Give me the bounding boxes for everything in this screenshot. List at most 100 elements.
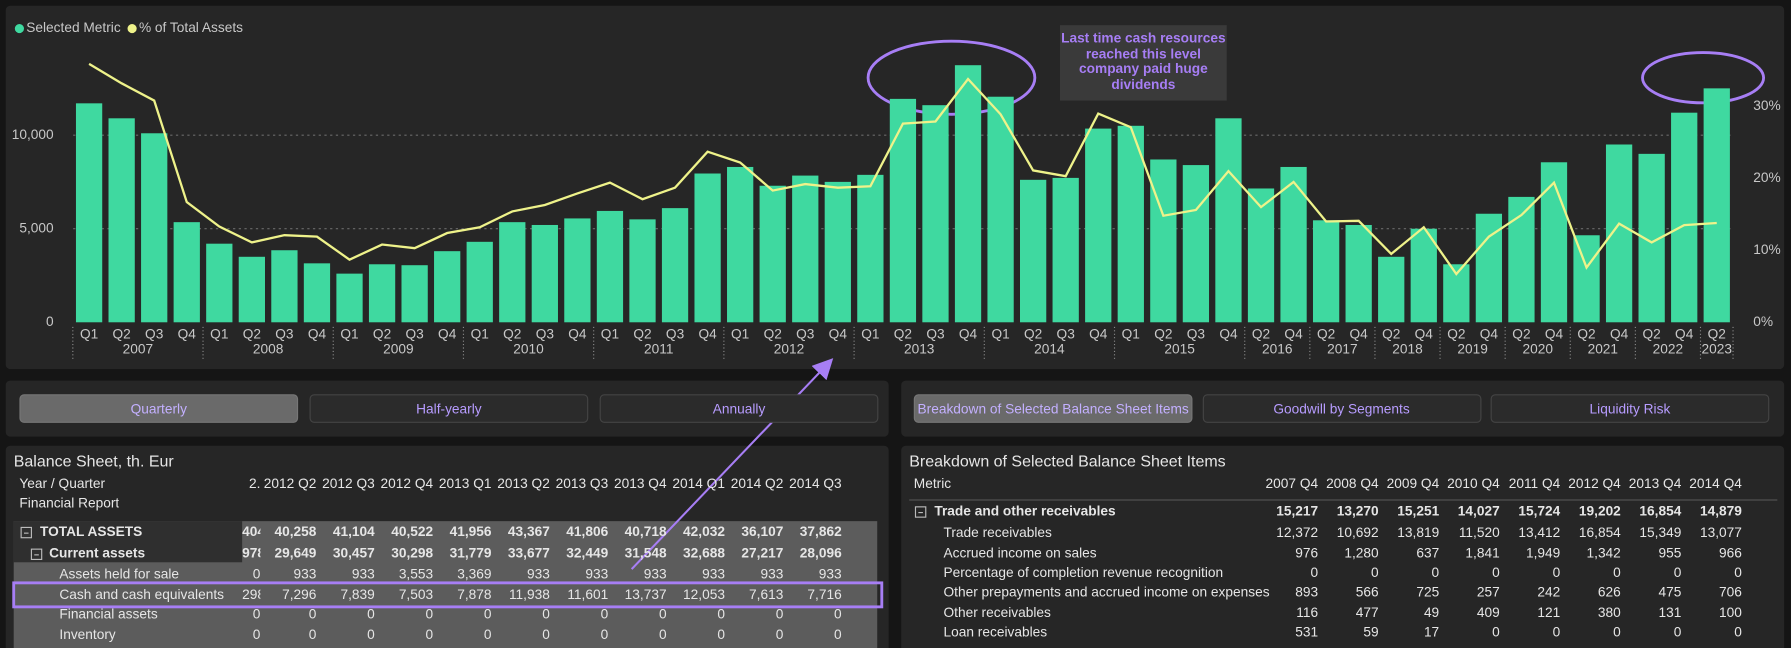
x-tick-label: Q3 <box>796 326 815 341</box>
column-header: 2012 Q4 <box>380 475 434 492</box>
x-tick-label: Q3 <box>666 326 685 341</box>
period-button[interactable]: Annually <box>599 394 879 423</box>
table-cell: 32,688 <box>683 545 725 562</box>
annotation: Last time cash resources reached this le… <box>1059 25 1227 101</box>
legend-label: % of Total Assets <box>139 20 243 35</box>
column-header: 2013 Q2 <box>497 475 550 492</box>
x-tick-label: Q4 <box>1610 326 1629 341</box>
column-header: 2009 Q4 <box>1386 475 1440 492</box>
table-cell: 966 <box>1719 545 1742 562</box>
x-group-label: 2019 <box>1457 341 1487 356</box>
table-cell: 933 <box>643 565 667 582</box>
x-tick-label: Q3 <box>1057 326 1076 341</box>
table-cell: 40,718 <box>624 523 667 540</box>
bar <box>1085 128 1112 323</box>
row-label: Assets held for sale <box>59 565 180 582</box>
x-tick-label: Q3 <box>145 326 164 341</box>
x-group-label: 2015 <box>1164 341 1195 356</box>
table-cell: 0 <box>308 626 317 643</box>
table-cell: 31,548 <box>624 545 667 562</box>
x-tick-label: Q4 <box>1284 326 1303 341</box>
bar <box>141 133 168 323</box>
highlight-ellipse <box>1641 51 1766 105</box>
table-cell: 16,854 <box>1578 524 1621 541</box>
table-cell: 626 <box>1597 584 1621 601</box>
bar <box>564 218 591 323</box>
table-cell: 0 <box>775 626 784 643</box>
table-cell: 0 <box>1734 624 1742 641</box>
column-header: 2007 Q4 <box>1265 475 1319 492</box>
subheader-label: Financial Report <box>19 494 120 511</box>
bar <box>1345 224 1372 323</box>
table-cell: 257 <box>1476 584 1500 601</box>
view-button[interactable]: Breakdown of Selected Balance Sheet Item… <box>913 394 1193 423</box>
table-cell: 893 <box>1295 584 1319 601</box>
column-header: 2013 Q1 <box>438 475 492 492</box>
table-cell: 1,342 <box>1586 545 1621 562</box>
row-label: Accrued income on sales <box>943 545 1097 562</box>
x-tick-label: Q1 <box>861 326 879 341</box>
table-cell: 933 <box>818 565 842 582</box>
x-tick-label: Q2 <box>1024 326 1042 341</box>
x-tick-label: Q1 <box>1122 326 1140 341</box>
bar <box>1410 228 1437 323</box>
column-header: 2010 Q4 <box>1447 475 1500 492</box>
bar <box>1671 112 1698 323</box>
table-cell: 7,613 <box>749 586 784 603</box>
table-cell: 0 <box>252 565 261 582</box>
x-group-label: 2010 <box>513 341 544 356</box>
x-tick-label: Q3 <box>1187 326 1206 341</box>
row-label: Current assets <box>49 545 146 562</box>
table-cell: 40,258 <box>274 523 317 540</box>
x-tick-label: Q4 <box>1545 326 1564 341</box>
table-cell: 13,819 <box>1397 524 1440 541</box>
table-cell: 19,202 <box>1578 502 1621 519</box>
table-cell: 14,879 <box>1699 502 1742 519</box>
row-label: Trade and other receivables <box>934 502 1116 519</box>
table-cell: 40,522 <box>391 523 434 540</box>
view-button[interactable]: Liquidity Risk <box>1490 394 1770 423</box>
x-tick-label: Q4 <box>1350 326 1369 341</box>
y2-tick-label: 30% <box>1753 98 1780 113</box>
row-label: Other receivables <box>943 604 1051 621</box>
table-cell: 0 <box>658 605 667 622</box>
column-header: 2013 Q3 <box>555 475 609 492</box>
table-cell: 13,412 <box>1518 524 1561 541</box>
table-cell: 0 <box>600 605 609 622</box>
table-cell: 933 <box>585 565 609 582</box>
bar <box>922 105 949 323</box>
x-tick-label: Q2 <box>1577 326 1595 341</box>
x-group-label: 2009 <box>383 341 413 356</box>
period-button[interactable]: Half-yearly <box>309 394 589 423</box>
table-cell: 0 <box>775 605 784 622</box>
highlight-ellipse <box>866 39 1037 116</box>
bar <box>1378 256 1405 323</box>
bar <box>336 273 363 323</box>
x-group-label: 2011 <box>644 341 673 356</box>
x-tick-label: Q4 <box>568 326 587 341</box>
x-group-label: 2021 <box>1588 341 1618 356</box>
table-cell: 100 <box>1719 604 1742 621</box>
bar <box>1182 165 1210 323</box>
row-label: Percentage of completion revenue recogni… <box>943 564 1224 581</box>
column-header: 2014 Q3 <box>789 475 842 492</box>
table-cell: 13,270 <box>1336 502 1379 519</box>
bar <box>1247 188 1275 323</box>
bar <box>727 166 754 323</box>
x-tick-label: Q3 <box>536 326 555 341</box>
table-cell: 955 <box>1658 545 1682 562</box>
bar <box>1540 162 1568 323</box>
period-button[interactable]: Quarterly <box>19 394 299 423</box>
bar <box>596 210 624 323</box>
table-cell: 933 <box>526 565 550 582</box>
table-cell: 3,369 <box>457 565 492 582</box>
header-label: Metric <box>913 475 952 492</box>
table-cell: 12,372 <box>1276 524 1319 541</box>
x-tick-label: Q2 <box>503 326 521 341</box>
bar <box>434 251 461 323</box>
table-cell: 59 <box>1363 624 1379 641</box>
x-group-label: 2007 <box>123 341 153 356</box>
y2-tick-label: 0% <box>1753 314 1773 329</box>
table-cell: 0 <box>1310 564 1319 581</box>
view-button[interactable]: Goodwill by Segments <box>1202 394 1481 423</box>
